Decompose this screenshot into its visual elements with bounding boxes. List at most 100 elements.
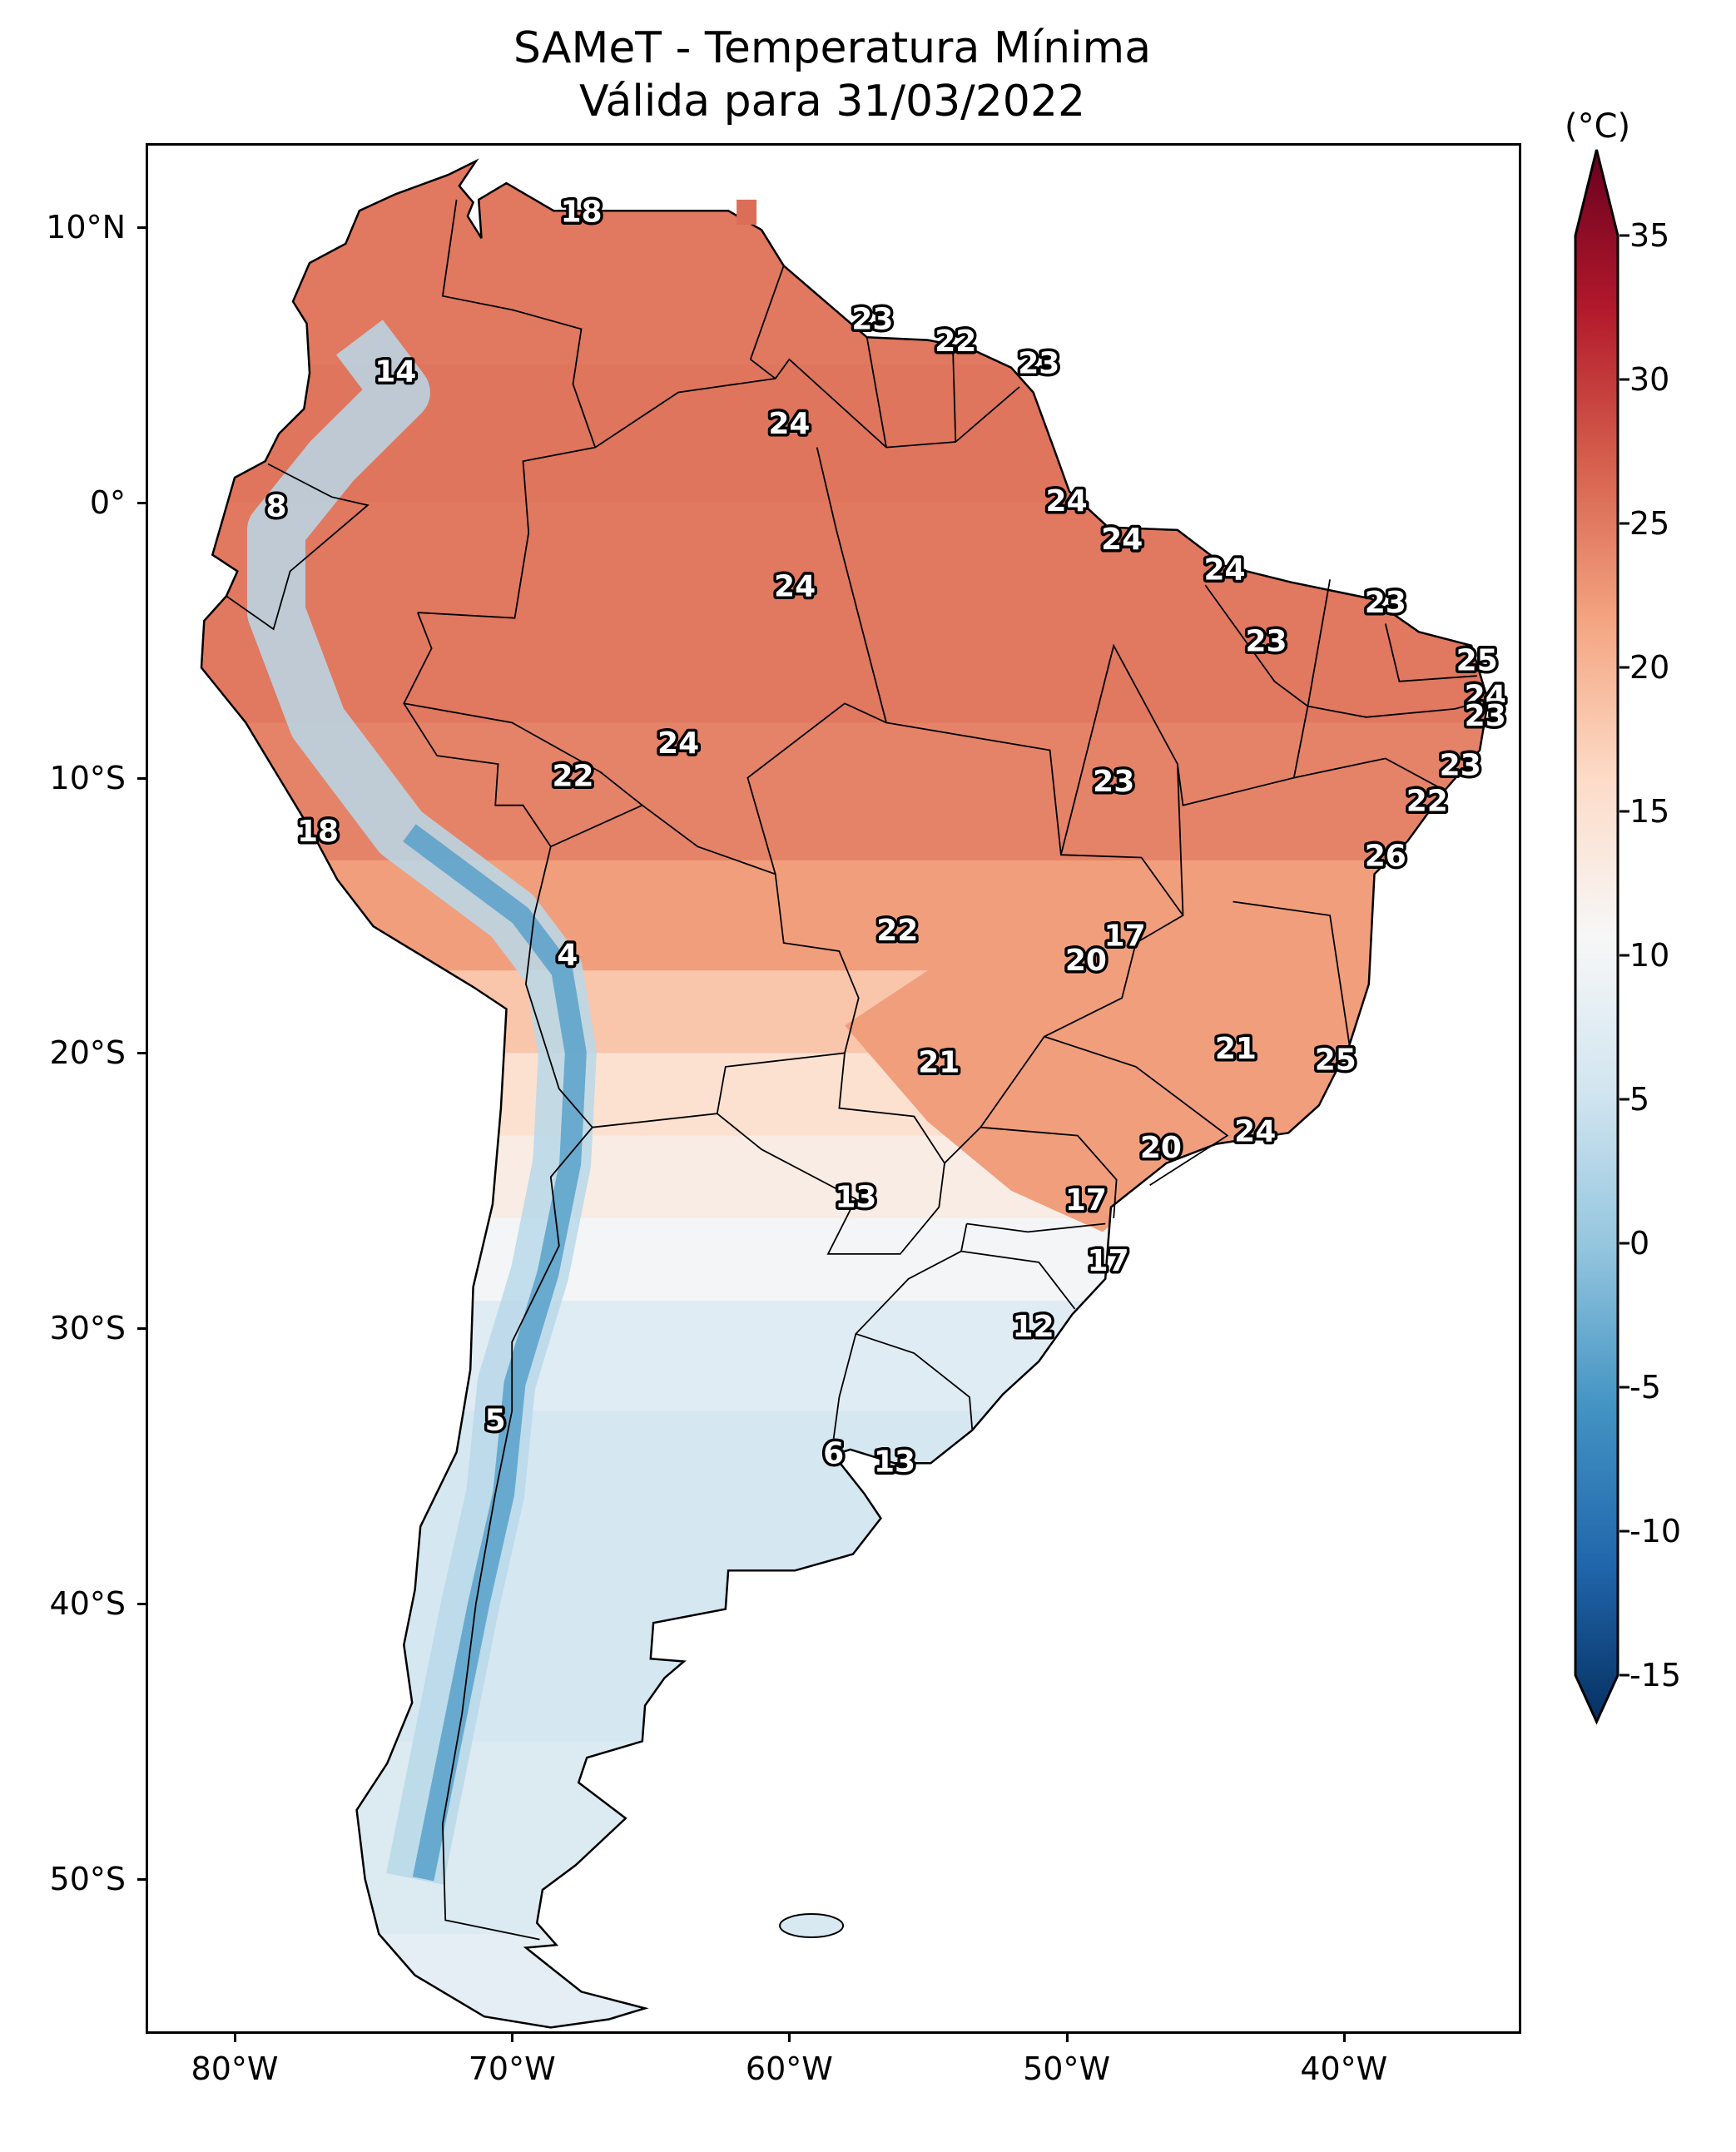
colorbar-tick-label: -10 — [1629, 1513, 1682, 1550]
boundary-line — [1060, 643, 1184, 916]
coastline — [200, 158, 1490, 2029]
temperature-band — [201, 1548, 1489, 1743]
temperature-label: 14 — [374, 355, 416, 389]
boundary-line — [1307, 700, 1486, 718]
temperature-label: 24 — [768, 407, 810, 441]
temperature-label: 20 — [1140, 1131, 1182, 1165]
colorbar-tick-label: 10 — [1629, 937, 1670, 974]
colorbar-tick-label: 20 — [1629, 649, 1670, 686]
temperature-band — [201, 1411, 1489, 1550]
chart-title: SAMeT - Temperatura Mínima — [513, 23, 1152, 73]
colorbar-tick-label: 35 — [1629, 217, 1670, 254]
inpe-logo: INPE — [1495, 2028, 1521, 2034]
colorbar-tick-label: -15 — [1629, 1657, 1682, 1693]
temperature-label: 24 — [1101, 523, 1143, 557]
temperature-label: 21 — [1215, 1032, 1257, 1066]
temperature-label: 23 — [1440, 748, 1481, 782]
boundary-line — [1044, 1035, 1229, 1186]
temperature-label: 26 — [1365, 840, 1406, 874]
temperature-label: 4 — [557, 939, 578, 973]
temperature-label: 25 — [1315, 1043, 1357, 1077]
temperature-label: 23 — [1465, 699, 1506, 733]
latitude-tick-mark — [137, 776, 146, 780]
colorbar-tick-mark — [1619, 1098, 1629, 1101]
boundary-line — [1233, 900, 1351, 1045]
latitude-tick-label: 10°S — [49, 759, 126, 796]
temperature-label: 24 — [1203, 553, 1245, 588]
colorbar-tick-label: 0 — [1629, 1225, 1650, 1262]
temperature-label: 17 — [1088, 1244, 1129, 1278]
temperature-label: 18 — [560, 196, 602, 230]
latitude-tick-mark — [137, 501, 146, 504]
temperature-label: 23 — [1245, 625, 1287, 659]
temperature-label: 6 — [823, 1436, 844, 1470]
colorbar-tick-label: -5 — [1629, 1369, 1661, 1406]
temperature-label: 18 — [297, 815, 339, 849]
longitude-tick-label: 60°W — [745, 2050, 833, 2087]
falkland-islands — [779, 1913, 845, 1939]
latitude-tick-mark — [137, 1052, 146, 1055]
terrain-features — [226, 199, 1486, 1941]
longitude-tick-label: 50°W — [1023, 2050, 1111, 2087]
boundary-line — [1307, 579, 1331, 707]
colorbar-unit-label: (°C) — [1565, 107, 1631, 146]
temperature-band — [201, 1741, 1489, 1935]
longitude-tick-mark — [1065, 2034, 1069, 2042]
boundary-line — [866, 337, 887, 448]
latitude-tick-label: 50°S — [49, 1860, 126, 1897]
temperature-label: 24 — [774, 569, 816, 603]
boundary-line — [403, 612, 593, 1941]
latitude-tick-label: 10°N — [46, 209, 126, 245]
temperature-label: 23 — [1093, 765, 1134, 799]
colorbar-tick-mark — [1619, 1530, 1629, 1533]
temperature-label: 20 — [1065, 944, 1107, 978]
boundary-line — [749, 265, 785, 379]
temperature-label: 25 — [1456, 644, 1498, 678]
boundary-line — [960, 1250, 1076, 1310]
temperature-label: 23 — [1018, 346, 1059, 380]
longitude-tick-mark — [1342, 2034, 1346, 2042]
temperature-label: 24 — [1234, 1114, 1276, 1148]
boundary-line — [404, 702, 643, 806]
temperature-label: 17 — [1065, 1183, 1107, 1217]
boundary-line — [966, 1222, 1106, 1233]
colorbar-tick-label: 25 — [1629, 505, 1670, 542]
temperature-label: 24 — [657, 726, 699, 761]
boundary-line — [952, 348, 957, 443]
longitude-tick-mark — [234, 2034, 236, 2042]
longitude-tick-mark — [788, 2034, 791, 2042]
temperature-label: 17 — [1104, 920, 1146, 954]
colorbar-tick-mark — [1619, 378, 1629, 381]
boundary-line — [1293, 757, 1447, 792]
temperature-label: 13 — [874, 1445, 915, 1479]
temperature-band — [201, 161, 1489, 366]
map-plot-area: 18 14 8 23 22 23 24 24 24 24 24 23 23 25 24 23 24 22 23 23 2… — [146, 143, 1521, 2034]
colorbar-tick-mark — [1619, 810, 1629, 813]
boundary-line — [832, 1223, 968, 1439]
temperature-label: 24 — [1046, 484, 1088, 518]
temperature-band — [201, 1217, 1489, 1302]
longitude-tick-mark — [511, 2034, 514, 2042]
colorbar-tick-label: 30 — [1629, 361, 1670, 398]
longitude-tick-label: 80°W — [191, 2050, 279, 2087]
temperature-band — [201, 1301, 1489, 1412]
temperature-label: 13 — [835, 1181, 876, 1215]
boundary-line — [441, 199, 597, 448]
temperature-label: 22 — [935, 325, 976, 359]
colorbar-tick-mark — [1619, 666, 1629, 669]
latitude-tick-mark — [137, 1327, 146, 1331]
latitude-tick-label: 0° — [89, 483, 126, 521]
temperature-label: 12 — [1013, 1310, 1054, 1344]
colorbar-tick-mark — [1619, 1386, 1629, 1389]
colorbar-tick-mark — [1619, 234, 1629, 237]
temperature-label: 21 — [918, 1046, 960, 1080]
latitude-tick-label: 40°S — [49, 1585, 126, 1622]
longitude-tick-label: 40°W — [1300, 2050, 1388, 2087]
temperature-label: 22 — [552, 760, 593, 794]
boundary-line — [226, 463, 370, 631]
temperature-band — [201, 1135, 1489, 1219]
boundary-line — [980, 1126, 1118, 1218]
temperature-label: 22 — [1406, 784, 1448, 818]
longitude-tick-label: 70°W — [468, 2050, 556, 2087]
